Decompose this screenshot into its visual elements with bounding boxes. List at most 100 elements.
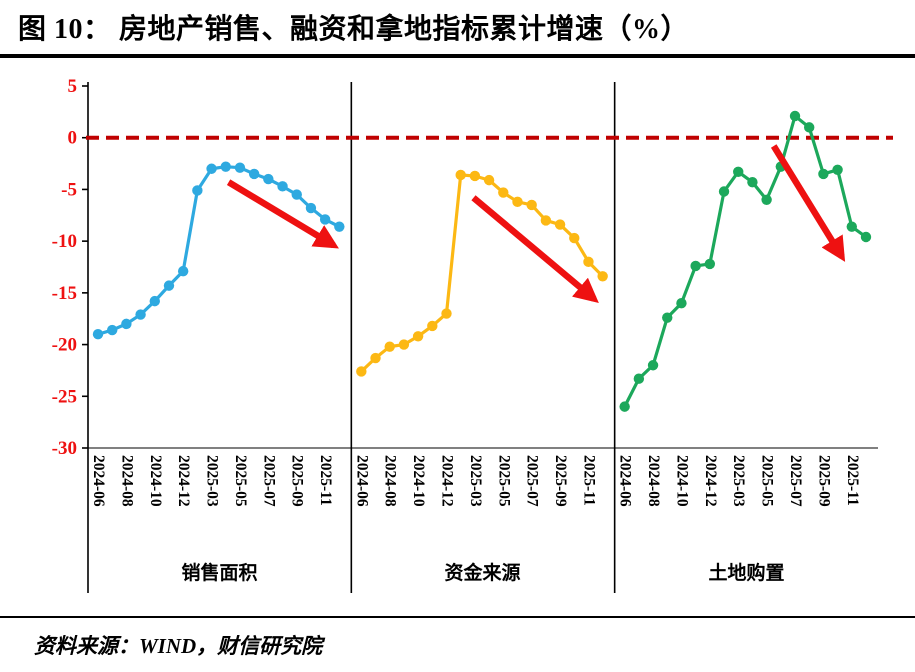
data-point-funding-sources — [427, 320, 438, 332]
x-tick-label: 2025-07 — [260, 455, 277, 507]
y-tick-label: -30 — [52, 438, 77, 459]
data-point-funding-sources — [526, 199, 537, 211]
figure-title: 图 10： 房地产销售、融资和拿地指标累计增速（%） — [18, 14, 690, 45]
x-tick-label: 2025-05 — [759, 455, 776, 507]
x-tick-label: 2025-11 — [844, 455, 861, 506]
data-point-land-purchase — [676, 298, 687, 309]
data-point-sales-area — [177, 265, 189, 277]
x-tick-label: 2024-10 — [673, 455, 690, 507]
x-tick-label: 2024-06 — [353, 455, 370, 507]
data-point-sales-area — [319, 214, 331, 225]
y-tick-label: 5 — [68, 76, 78, 97]
data-point-sales-area — [305, 202, 317, 214]
x-tick-label: 2024-12 — [175, 455, 192, 507]
data-point-land-purchase — [789, 110, 801, 122]
x-tick-label: 2025-11 — [317, 455, 334, 506]
data-point-sales-area — [135, 309, 146, 320]
data-point-land-purchase — [846, 221, 857, 232]
y-tick-label: -10 — [52, 231, 77, 252]
data-point-sales-area — [248, 168, 260, 180]
figure-header: 图 10： 房地产销售、融资和拿地指标累计增速（%） — [0, 0, 915, 58]
x-tick-label: 2025-05 — [495, 455, 512, 507]
x-tick-label: 2024-06 — [617, 455, 634, 507]
x-tick-label: 2025-05 — [232, 455, 249, 507]
data-point-funding-sources — [569, 232, 580, 244]
data-point-land-purchase — [761, 194, 772, 205]
data-point-land-purchase — [860, 231, 872, 243]
y-tick-label: 0 — [68, 128, 78, 149]
panel-title-sales-area: 销售面积 — [181, 563, 258, 584]
data-point-sales-area — [163, 280, 175, 291]
data-point-sales-area — [263, 173, 274, 185]
x-tick-label: 2025-03 — [204, 455, 221, 507]
data-point-sales-area — [206, 163, 217, 174]
data-point-sales-area — [92, 329, 104, 340]
data-point-land-purchase — [647, 360, 659, 371]
x-tick-label: 2025-07 — [524, 455, 541, 507]
chart-area: 5 0 -5 -10 -15 -20 -25 -30 2024-06 2024-08 2024-10… — [0, 58, 915, 616]
x-tick-label: 2024-08 — [645, 455, 662, 507]
x-tick-label: 2025-03 — [467, 455, 484, 507]
data-point-funding-sources — [455, 169, 466, 181]
data-point-sales-area — [121, 318, 132, 330]
data-point-sales-area — [334, 221, 345, 232]
y-tick-label: -25 — [52, 386, 77, 407]
x-tick-label: 2025-09 — [815, 455, 832, 507]
data-point-funding-sources — [554, 219, 566, 230]
data-point-land-purchase — [818, 168, 829, 180]
data-point-land-purchase — [690, 260, 701, 272]
trend-arrow — [770, 144, 846, 262]
x-tick-label: 2024-10 — [410, 455, 427, 507]
data-point-funding-sources — [540, 215, 552, 226]
data-point-sales-area — [149, 295, 160, 307]
series-line-land-purchase — [623, 114, 868, 409]
x-tick-label: 2024-08 — [118, 455, 135, 507]
x-tick-label: 2024-12 — [702, 455, 719, 507]
data-point-funding-sources — [597, 271, 608, 282]
panel-title-land-purchase: 土地购置 — [708, 563, 785, 584]
series-line-sales-area — [96, 165, 341, 336]
data-point-funding-sources — [356, 366, 367, 377]
data-point-sales-area — [192, 185, 203, 196]
data-point-funding-sources — [384, 341, 395, 352]
data-point-sales-area — [277, 181, 288, 192]
data-point-land-purchase — [718, 186, 730, 197]
x-tick-label: 2025-07 — [787, 455, 804, 507]
y-tick-label: -5 — [61, 179, 77, 200]
x-tick-label: 2025-03 — [730, 455, 747, 507]
data-point-funding-sources — [498, 187, 509, 198]
x-tick-label: 2025-09 — [289, 455, 306, 507]
cumulative-growth-line-chart: 5 0 -5 -10 -15 -20 -25 -30 2024-06 2024-08 2024-10… — [52, 76, 893, 593]
data-point-land-purchase — [804, 122, 815, 133]
data-point-land-purchase — [704, 258, 716, 270]
x-tick-label: 2024-06 — [90, 455, 107, 507]
data-point-land-purchase — [633, 373, 645, 384]
data-point-land-purchase — [619, 401, 630, 412]
data-point-sales-area — [291, 189, 302, 200]
trend-arrow — [471, 195, 599, 304]
data-point-funding-sources — [370, 352, 381, 364]
panel-title-funding-sources: 资金来源 — [444, 563, 521, 584]
data-point-land-purchase — [747, 176, 758, 188]
data-point-sales-area — [106, 324, 118, 336]
y-tick-label: -15 — [52, 283, 77, 304]
data-point-funding-sources — [412, 331, 424, 342]
data-point-sales-area — [220, 161, 231, 172]
data-point-funding-sources — [398, 339, 410, 350]
data-point-funding-sources — [512, 196, 523, 208]
trend-arrow — [226, 179, 339, 249]
y-tick-label: -20 — [52, 335, 77, 356]
data-point-funding-sources — [583, 256, 594, 268]
data-point-funding-sources — [469, 170, 481, 182]
data-point-sales-area — [234, 162, 246, 173]
data-point-funding-sources — [441, 308, 452, 319]
x-tick-label: 2024-10 — [147, 455, 164, 507]
data-point-land-purchase — [662, 312, 673, 323]
source-note: 资料来源：WIND，财信研究院 — [34, 634, 323, 658]
figure-footer: 资料来源：WIND，财信研究院 — [0, 616, 915, 672]
x-tick-label: 2024-12 — [439, 455, 456, 507]
x-tick-label: 2025-09 — [552, 455, 569, 507]
x-tick-label: 2025-11 — [580, 455, 597, 506]
data-point-land-purchase — [832, 164, 843, 175]
